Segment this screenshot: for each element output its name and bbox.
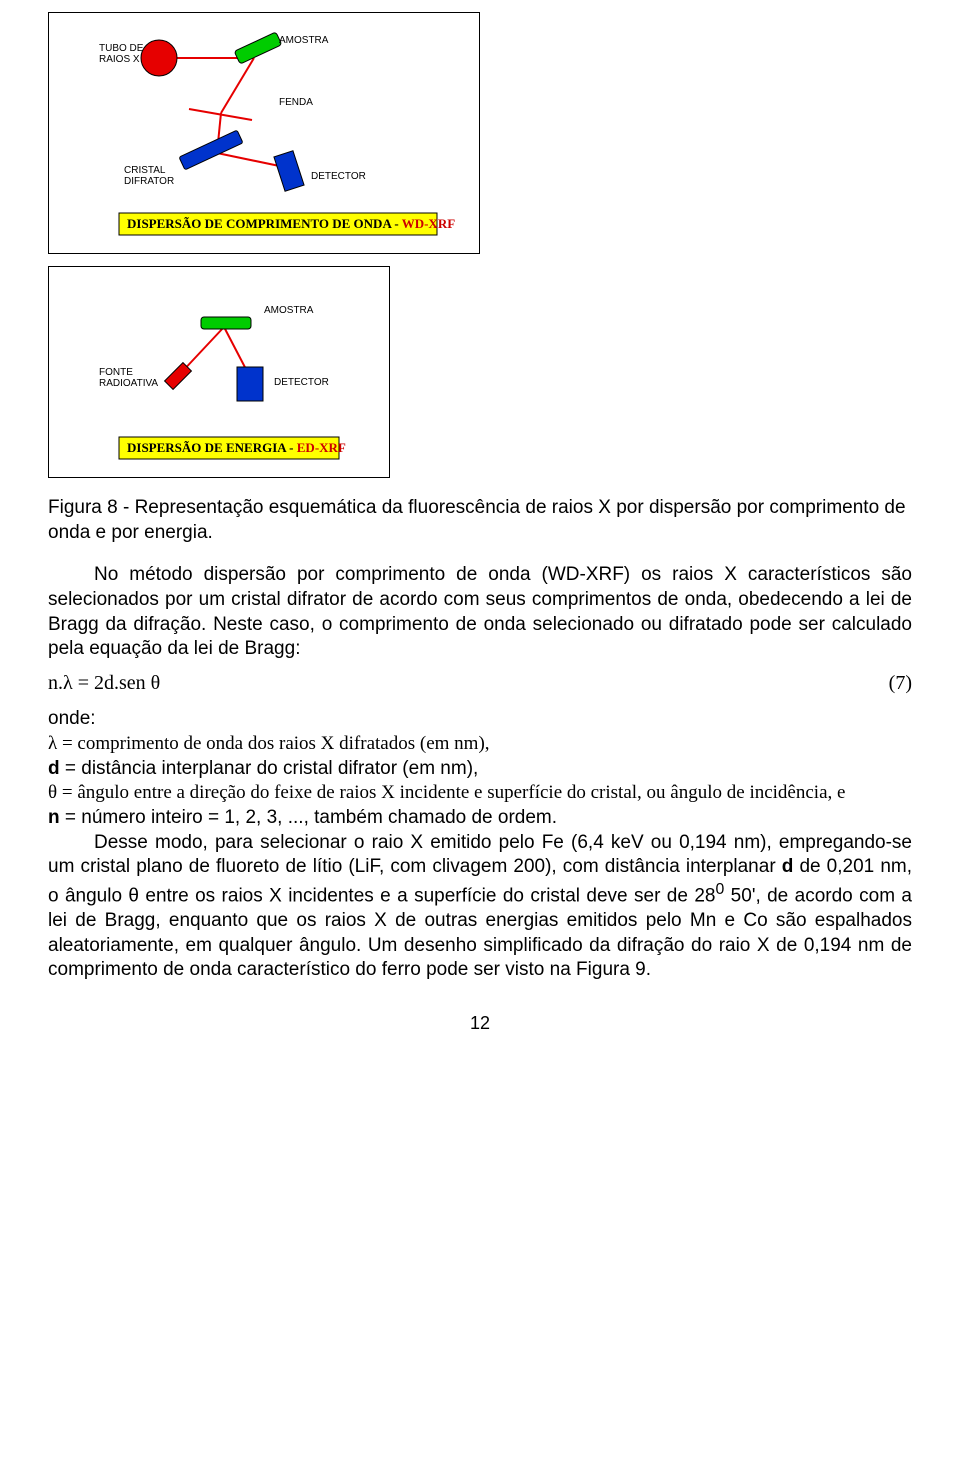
label-detector: DETECTOR [311,171,366,182]
label-amostra2: AMOSTRA [264,305,314,316]
detector [237,367,263,401]
label-tubo: TUBO DE RAIOS X [99,43,146,65]
definitions: onde: λ = comprimento de onda dos raios … [48,707,912,830]
radioactive-source [165,363,192,390]
def-onde: onde: [48,707,912,732]
sample [234,32,282,64]
banner-text-ed: DISPERSÃO DE ENERGIA - ED-XRF [127,440,346,455]
figure-ed-xrf: AMOSTRA FONTE RADIOATIVA DETECTOR DISPER… [48,266,390,478]
equation-expr: n.λ = 2d.sen θ [48,672,160,695]
ed-xrf-svg: AMOSTRA FONTE RADIOATIVA DETECTOR DISPER… [49,267,389,477]
page-number: 12 [48,1013,912,1034]
beam-line [221,58,254,113]
label-fonte: FONTE RADIOATIVA [99,367,158,389]
label-fenda: FENDA [279,97,313,108]
def-n: n = número inteiro = 1, 2, 3, ..., també… [48,806,912,831]
def-d: d = distância interplanar do cristal dif… [48,757,912,782]
sample [201,317,251,329]
def-lambda: λ = comprimento de onda dos raios X difr… [48,732,912,757]
detector [274,151,304,191]
label-cristal: CRISTAL DIFRATOR [124,165,174,187]
figure-wd-xrf: TUBO DE RAIOS X AMOSTRA FENDA CRISTAL DI… [48,12,480,254]
figure-caption: Figura 8 - Representação esquemática da … [48,496,912,545]
def-theta: θ = ângulo entre a direção do feixe de r… [48,781,912,806]
paragraph-1: No método dispersão por comprimento de o… [48,563,912,662]
label-amostra: AMOSTRA [279,35,329,46]
crystal [179,130,243,170]
equation-bragg: n.λ = 2d.sen θ (7) [48,672,912,695]
paragraph-2: Desse modo, para selecionar o raio X emi… [48,831,912,983]
equation-number: (7) [889,672,912,695]
xray-tube [141,40,177,76]
wd-xrf-svg: TUBO DE RAIOS X AMOSTRA FENDA CRISTAL DI… [49,13,479,253]
label-detector2: DETECTOR [274,377,329,388]
banner-text-wd: DISPERSÃO DE COMPRIMENTO DE ONDA - WD-XR… [127,216,455,231]
